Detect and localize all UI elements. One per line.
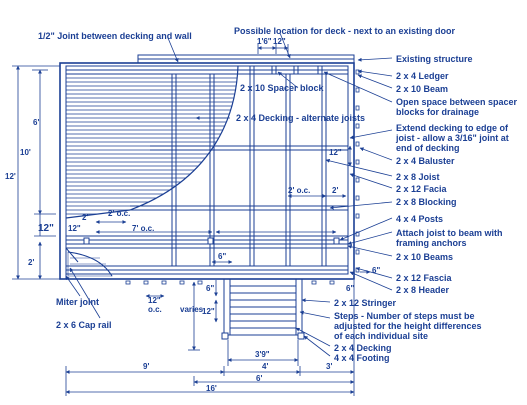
dim-7ft-oc: 7' o.c.	[132, 224, 155, 233]
label-open-space-1: Open space between spacer	[396, 97, 518, 107]
dim-12in-top: 12"	[273, 37, 286, 46]
dim-6in-corner: 6"	[346, 284, 355, 293]
dim-12in-mid: 12"	[68, 224, 81, 233]
label-ledger: 2 x 4 Ledger	[396, 71, 449, 81]
label-stringer: 2 x 12 Stringer	[334, 298, 397, 308]
dim-2ft-side: 2'	[28, 258, 35, 267]
decking-hatch	[66, 69, 238, 215]
label-blocking: 2 x 8 Blocking	[396, 197, 457, 207]
cap-rail-hatch	[67, 251, 113, 277]
dim-2ft-oc-left: 2' o.c.	[108, 209, 131, 218]
dim-oc: o.c.	[148, 305, 162, 314]
label-posts: 4 x 4 Posts	[396, 214, 444, 224]
dim-12in-left: 12"	[38, 223, 54, 234]
stair-footing-left	[221, 332, 229, 340]
label-attach-joist-2: framing anchors	[396, 238, 467, 248]
label-facia: 2 x 12 Facia	[396, 184, 447, 194]
dim-3ft: 3'	[326, 362, 333, 371]
dim-6ft-left: 6'	[33, 118, 40, 127]
label-decking: 2 x 4 Decking	[334, 343, 392, 353]
dim-6in-right: 6"	[372, 266, 381, 275]
label-joist: 2 x 8 Joist	[396, 172, 440, 182]
label-attach-joist-1: Attach joist to beam with	[396, 228, 503, 238]
label-miter-joint: Miter joint	[56, 297, 99, 307]
label-extend-decking-2: joist - allow a 3/16" joint at	[396, 133, 509, 143]
label-existing-structure: Existing structure	[396, 54, 473, 64]
dim-6in-stair: 6"	[206, 284, 215, 293]
label-footing: 4 x 4 Footing	[334, 353, 390, 363]
dim-4ft: 4'	[262, 362, 269, 371]
deck-outline	[59, 62, 355, 280]
label-fascia: 2 x 12 Fascia	[396, 273, 452, 283]
dim-6in-inside: 6"	[218, 252, 227, 261]
label-steps-3: of each individual site	[334, 331, 429, 341]
leader-lines	[65, 32, 393, 357]
dim-12ft: 12'	[5, 172, 16, 181]
bottom-balusters	[125, 280, 335, 285]
dim-3ft9in: 3'9"	[255, 350, 270, 359]
spacer-blocks	[249, 65, 323, 75]
label-spacer-block: 2 x 10 Spacer block	[240, 83, 324, 93]
dim-9ft: 9'	[143, 362, 150, 371]
label-cap-rail: 2 x 6 Cap rail	[56, 320, 112, 330]
label-extend-decking-3: end of decking	[396, 143, 460, 153]
label-open-space-2: blocks for drainage	[396, 107, 480, 117]
label-baluster: 2 x 4 Baluster	[396, 156, 455, 166]
posts	[83, 237, 340, 245]
dim-12in-stair: 12"	[202, 307, 215, 316]
dim-12in-right: 12"	[329, 148, 342, 157]
label-joint-decking-wall: 1/2" Joint between decking and wall	[38, 31, 192, 41]
cutaway-curve	[65, 65, 239, 219]
dim-16ft: 16'	[206, 384, 217, 393]
stair-footing-right	[297, 332, 305, 340]
label-beams: 2 x 10 Beams	[396, 252, 454, 262]
dim-12in-oc: 12"	[148, 296, 161, 305]
label-extend-decking-1: Extend decking to edge of	[396, 123, 509, 133]
label-steps-1: Steps - Number of steps must be	[334, 311, 475, 321]
label-decking-alternate: 2 x 4 Decking - alternate joists	[236, 113, 366, 123]
dim-1ft6in: 1'6"	[257, 37, 272, 46]
label-beam: 2 x 10 Beam	[396, 84, 449, 94]
label-possible-location: Possible location for deck - next to an …	[234, 26, 456, 36]
dim-10ft: 10'	[20, 148, 31, 157]
dim-2ft-oc-right: 2' o.c.	[288, 186, 311, 195]
dim-6ft-bottom: 6'	[256, 374, 263, 383]
dim-2ft: 2'	[82, 213, 89, 222]
stairs	[221, 278, 305, 340]
beams	[66, 235, 348, 249]
dim-varies: varies	[180, 305, 204, 314]
label-header: 2 x 8 Header	[396, 285, 450, 295]
label-steps-2: adjusted for the height differences	[334, 321, 482, 331]
dim-2ft-right: 2'	[332, 186, 339, 195]
